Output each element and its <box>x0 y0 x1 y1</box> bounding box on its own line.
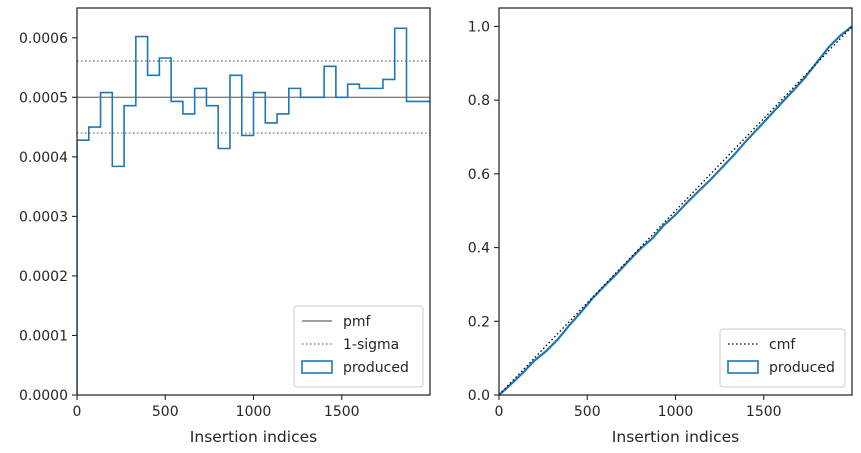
y-tick-label: 0.8 <box>468 93 490 109</box>
produced-step-histogram <box>77 27 430 395</box>
legend-label: 1-sigma <box>343 337 399 353</box>
y-tick-label: 0.0000 <box>19 388 68 404</box>
x-tick-label: 1500 <box>324 404 360 420</box>
produced-cumulative-line <box>499 25 852 395</box>
cmf-line <box>499 25 852 395</box>
right-chart-cmf: 0 500 1000 1500 0.0 0.2 0.4 0.6 0.8 1.0 Insertion … <box>468 7 853 446</box>
y-tick-label: 0.0001 <box>19 328 68 344</box>
x-tick-label: 1000 <box>658 404 694 420</box>
legend-label: produced <box>343 360 409 376</box>
x-tick-label: 1000 <box>236 404 272 420</box>
left-chart-pmf: 0 500 1000 1500 0.0000 0.0001 0.0002 0.0003 0.00… <box>19 7 431 446</box>
legend: cmf produced <box>719 328 846 388</box>
x-tick-label: 0 <box>495 404 504 420</box>
legend: pmf 1-sigma produced <box>293 305 424 388</box>
y-tick-label: 0.0003 <box>19 209 68 225</box>
y-tick-label: 1.0 <box>468 19 490 35</box>
y-tick-label: 0.0002 <box>19 269 68 285</box>
x-tick-label: 500 <box>574 404 601 420</box>
plot-area <box>499 25 852 395</box>
plot-area <box>77 27 430 395</box>
legend-box <box>293 305 424 388</box>
x-axis-label: Insertion indices <box>190 428 317 446</box>
y-tick-label: 0.4 <box>468 241 490 257</box>
legend-label: pmf <box>343 314 372 330</box>
y-tick-label: 0.0004 <box>19 150 68 166</box>
legend-handle-produced <box>727 360 759 374</box>
y-tick-label: 0.0 <box>468 388 490 404</box>
x-tick-label: 1500 <box>746 404 782 420</box>
legend-label: produced <box>769 360 835 376</box>
legend-label: cmf <box>769 337 796 353</box>
x-axis-label: Insertion indices <box>612 428 739 446</box>
y-tick-label: 0.0006 <box>19 31 68 47</box>
y-tick-label: 0.0005 <box>19 90 68 106</box>
legend-handle-produced <box>301 360 333 374</box>
x-tick-label: 500 <box>152 404 179 420</box>
y-tick-label: 0.6 <box>468 167 490 183</box>
x-tick-label: 0 <box>73 404 82 420</box>
y-tick-label: 0.2 <box>468 314 490 330</box>
